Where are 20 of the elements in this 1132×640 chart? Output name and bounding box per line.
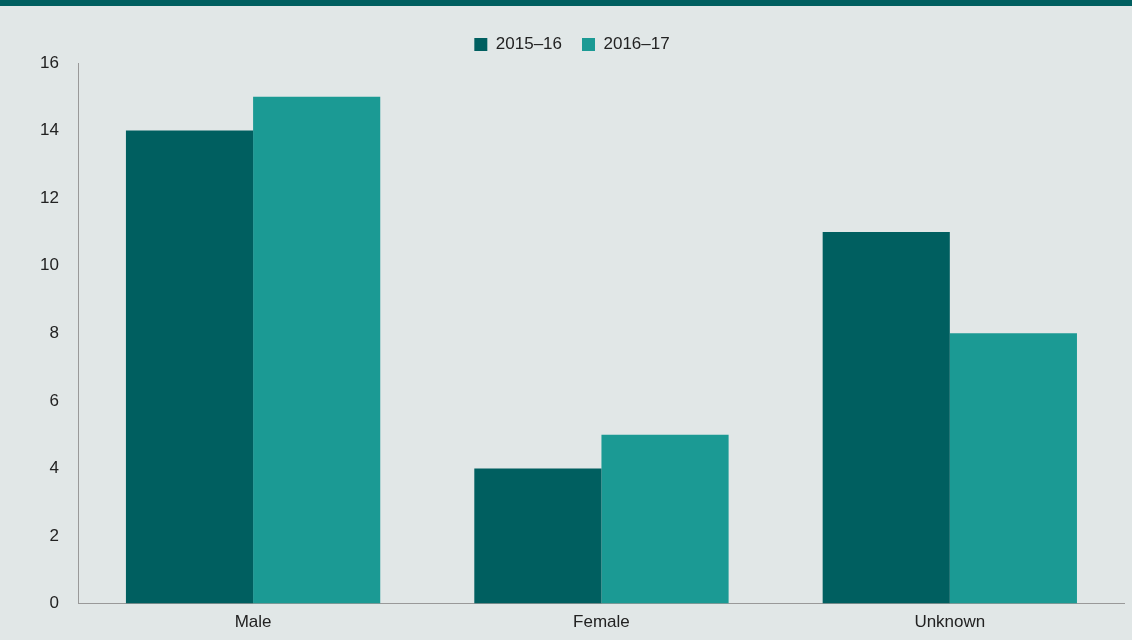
legend-label: 2016–17 [603, 34, 670, 54]
y-tick-label: 8 [49, 322, 59, 342]
legend-label: 2015–16 [495, 34, 563, 54]
bar [601, 434, 729, 604]
bar [253, 96, 381, 604]
bar [125, 130, 254, 604]
y-tick-label: 10 [39, 255, 59, 275]
bar [822, 231, 950, 604]
x-tick-label: Unknown [914, 612, 986, 632]
y-tick-label: 6 [49, 390, 59, 410]
y-tick-label: 0 [49, 593, 59, 613]
y-tick-label: 2 [49, 525, 59, 545]
y-tick-label: 16 [39, 52, 59, 72]
bar [474, 468, 602, 604]
x-tick-label: Female [573, 612, 630, 632]
x-tick-label: Male [234, 612, 272, 632]
y-tick-label: 4 [49, 458, 59, 478]
y-tick-label: 14 [39, 120, 59, 140]
bar [949, 333, 1077, 604]
y-tick-label: 12 [39, 187, 59, 207]
